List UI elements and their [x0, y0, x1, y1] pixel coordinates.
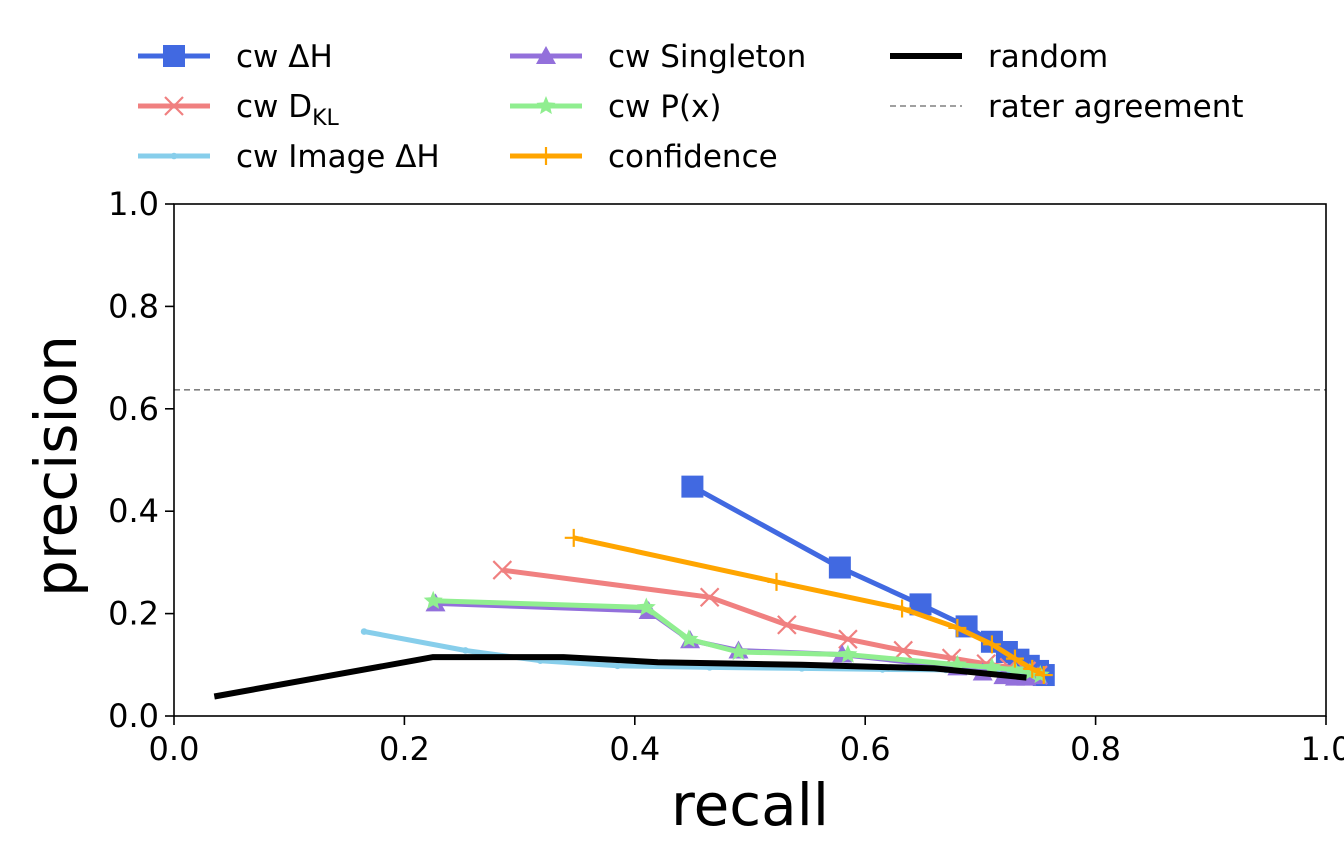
legend-item-rater-agreement: rater agreement: [890, 89, 1244, 125]
data-point-cw-h: [909, 593, 932, 616]
plot-frame: [173, 203, 1327, 717]
data-point-cw-p-x: [1020, 662, 1040, 681]
x-tick-label: 0.4: [609, 730, 660, 768]
legend-label-cw-image-h: cw Image ΔH: [236, 139, 440, 175]
series-line-cw-p-x: [433, 598, 1041, 678]
legend-item-cw-d-kl: cw DKL: [138, 89, 340, 131]
data-point-cw-d-kl: [492, 560, 513, 580]
data-point-cw-h: [681, 475, 704, 498]
data-point-confidence: [948, 618, 967, 637]
y-tick-label: 0.4: [108, 492, 159, 530]
x-tick-label: 0.8: [1070, 730, 1121, 768]
series-line-confidence: [573, 535, 1045, 678]
legend-marker-confidence: [537, 147, 555, 165]
legend-label-subscript: KL: [312, 106, 339, 131]
series-line-random: [213, 654, 1027, 700]
legend-marker-cw-h: [163, 45, 185, 67]
data-point-confidence: [767, 572, 786, 591]
legend-label-cw-p-x: cw P(x): [608, 89, 721, 125]
x-ticks: 0.0 0.2 0.4 0.6 0.8 1.0: [149, 716, 1344, 768]
legend-label-confidence: confidence: [608, 139, 778, 175]
data-point-cw-d-kl: [893, 640, 913, 661]
x-axis-label: recall: [671, 771, 829, 839]
y-tick-label: 1.0: [108, 185, 159, 223]
legend-item-random: random: [890, 39, 1108, 75]
data-point-cw-p-x: [1005, 659, 1025, 678]
legend-item-cw-h: cw ΔH: [138, 39, 333, 75]
x-tick-label: 0.6: [840, 730, 891, 768]
legend-label-cw-h: cw ΔH: [236, 39, 333, 75]
legend-label-cw-d-kl: cw DKL: [236, 89, 340, 131]
data-point-confidence: [1023, 659, 1042, 678]
y-axis-label: precision: [22, 335, 90, 597]
data-point-cw-h: [828, 556, 851, 579]
x-tick-label: 0.0: [149, 730, 200, 768]
data-point-cw-d-kl: [777, 615, 797, 635]
data-point-cw-p-x: [838, 644, 858, 663]
data-point-confidence: [564, 528, 583, 547]
legend: cw ΔH cw DKL cw Image ΔH cw Singleton cw P(x…: [138, 39, 1244, 175]
y-tick-label: 0.2: [108, 595, 159, 633]
data-point-confidence: [1034, 666, 1053, 685]
data-point-cw-d-kl: [699, 587, 720, 607]
legend-label-random: random: [988, 39, 1108, 75]
legend-label-rater-agreement: rater agreement: [988, 89, 1244, 125]
legend-marker-cw-singleton: [536, 46, 556, 64]
x-tick-label: 0.2: [379, 730, 430, 768]
legend-marker-cw-p-x: [536, 96, 556, 115]
y-tick-label: 0.8: [108, 287, 159, 325]
data-point-confidence: [893, 599, 912, 618]
series-random: [213, 654, 1027, 700]
legend-item-cw-image-h: cw Image ΔH: [138, 139, 440, 175]
data-point-cw-image-h: [614, 662, 621, 670]
data-point-cw-p-x: [679, 629, 699, 648]
data-point-cw-p-x: [636, 597, 656, 616]
y-ticks: 0.0 0.2 0.4 0.6 0.8 1.0: [108, 185, 174, 735]
data-point-confidence: [982, 635, 1001, 654]
series-confidence: [564, 528, 1053, 685]
legend-marker-cw-d-kl: [164, 96, 184, 116]
data-point-confidence: [1005, 649, 1024, 668]
legend-label-cw-singleton: cw Singleton: [608, 39, 806, 75]
legend-item-cw-p-x: cw P(x): [510, 89, 721, 125]
legend-marker-cw-image-h: [170, 152, 178, 160]
legend-item-cw-singleton: cw Singleton: [510, 39, 806, 75]
legend-item-confidence: confidence: [510, 139, 778, 175]
axes: 0.0 0.2 0.4 0.6 0.8 1.0 0.0 0.2 0.4 0.6 0.8 1.0 re…: [22, 185, 1344, 839]
y-tick-label: 0.6: [108, 390, 159, 428]
x-tick-label: 1.0: [1301, 730, 1344, 768]
data-point-cw-p-x: [947, 654, 967, 673]
data-point-cw-p-x: [729, 642, 748, 661]
data-point-cw-p-x: [423, 590, 443, 609]
data-point-cw-image-h: [462, 647, 469, 654]
y-tick-label: 0.0: [108, 697, 159, 735]
plot-area: [174, 389, 1326, 700]
data-point-cw-image-h: [360, 628, 368, 635]
